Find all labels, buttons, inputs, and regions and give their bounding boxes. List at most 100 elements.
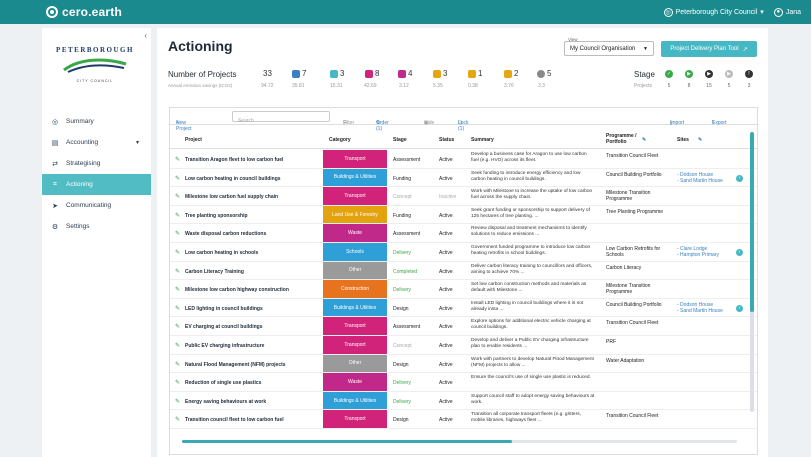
table-row[interactable]: ✎ Carbon Literacy Training Other Completed A…: [170, 261, 757, 281]
col-project[interactable]: Project: [185, 137, 202, 143]
sidebar-item-actioning[interactable]: ⌗ Actioning: [42, 174, 151, 195]
stat-category-7[interactable]: 2: [504, 69, 518, 78]
table-row[interactable]: ✎ Waste disposal carbon reductions Waste As…: [170, 224, 757, 243]
edit-row-icon[interactable]: ✎: [175, 287, 181, 294]
stat-category-1[interactable]: 7: [292, 69, 306, 78]
project-name[interactable]: LED lighting in council buildings: [185, 305, 263, 312]
edit-row-icon[interactable]: ✎: [175, 175, 181, 182]
project-name[interactable]: Public EV charging infrastructure: [185, 342, 265, 349]
sidebar-item-strategising[interactable]: ⇄ Strategising: [42, 153, 151, 174]
sites-links[interactable]: - Clare Lodge - Hampton Primary: [677, 245, 719, 258]
sidebar-item-summary[interactable]: ◎ Summary: [42, 111, 151, 132]
stage-completed-icon[interactable]: ✓: [665, 70, 673, 78]
table-row[interactable]: ✎ Reduction of single use plastics Waste De…: [170, 373, 757, 392]
stage-concept-icon[interactable]: ▶: [725, 70, 733, 78]
edit-row-icon[interactable]: ✎: [175, 324, 181, 331]
brand-logo[interactable]: cero.earth: [46, 5, 122, 19]
collapse-sidebar-icon[interactable]: ‹: [144, 31, 147, 40]
project-name[interactable]: Low carbon heating in council buildings: [185, 175, 281, 182]
edit-row-icon[interactable]: ✎: [175, 417, 181, 424]
stat-category-8[interactable]: 5: [537, 69, 551, 78]
search-input[interactable]: ⌕ Search: [232, 111, 330, 124]
edit-row-icon[interactable]: ✎: [175, 361, 181, 368]
edit-column-icon[interactable]: ✎: [642, 137, 647, 143]
edit-row-icon[interactable]: ✎: [175, 231, 181, 238]
table-row[interactable]: ✎ EV charging at council buildings Transpo…: [170, 317, 757, 336]
table-row[interactable]: ✎ Low carbon heating in council buildings…: [170, 168, 757, 188]
project-name[interactable]: Tree planting sponsorship: [185, 212, 248, 219]
view-select[interactable]: My Council Organisation ▼: [564, 41, 654, 56]
stat-category-5[interactable]: 3: [433, 69, 447, 78]
table-row[interactable]: ✎ LED lighting in council buildings Buildi…: [170, 298, 757, 318]
category-construction-icon: [504, 69, 512, 78]
project-delivery-plan-button[interactable]: Project Delivery Plan Tool ↗: [661, 41, 757, 57]
filter-label: Filter: [343, 120, 355, 126]
sidebar-item-communicating[interactable]: ➤ Communicating: [42, 195, 151, 216]
table-row[interactable]: ✎ Low carbon heating in schools Schools Del…: [170, 242, 757, 262]
project-name[interactable]: Reduction of single use plastics: [185, 380, 262, 387]
edit-row-icon[interactable]: ✎: [175, 157, 181, 163]
table-row[interactable]: ✎ Transition Aragon fleet to low carbon f…: [170, 150, 757, 169]
project-name[interactable]: Milestone low carbon fuel supply chain: [185, 194, 279, 201]
table-row[interactable]: ✎ Public EV charging infrastructure Transp…: [170, 335, 757, 355]
scroll-thumb[interactable]: [182, 440, 512, 443]
table-row[interactable]: ✎ Natural Flood Management (NFM) projects…: [170, 354, 757, 374]
org-switcher[interactable]: ◎ Peterborough City Council ▾: [663, 7, 764, 17]
sites-links[interactable]: - Dodson House - Sand Martin House: [677, 171, 723, 184]
category-waste-icon: [398, 69, 406, 78]
project-name[interactable]: Waste disposal carbon reductions: [185, 231, 267, 238]
project-name[interactable]: Natural Flood Management (NFM) projects: [185, 361, 286, 368]
sites-expand-icon[interactable]: ›: [736, 174, 743, 182]
sidebar-item-accounting[interactable]: ▤ Accounting ▾: [42, 132, 151, 153]
stat-category-2[interactable]: 3: [330, 69, 344, 78]
hide-label: Hide: [424, 120, 435, 126]
col-category[interactable]: Category: [329, 137, 351, 143]
edit-row-icon[interactable]: ✎: [175, 398, 181, 405]
project-name[interactable]: Transition council fleet to low carbon f…: [185, 417, 284, 424]
col-status[interactable]: Status: [439, 137, 455, 143]
sites-expand-icon[interactable]: ›: [736, 304, 743, 312]
stage-delivery-icon[interactable]: ▶: [685, 70, 693, 78]
scroll-thumb[interactable]: [750, 132, 754, 312]
stage-label: Stage: [634, 70, 655, 79]
brand-mark-icon: [46, 6, 58, 18]
user-icon: ●: [773, 7, 783, 17]
sidebar-item-settings[interactable]: ⚙ Settings: [42, 216, 151, 237]
project-name[interactable]: Milestone low carbon highway constructio…: [185, 287, 289, 294]
table-row[interactable]: ✎ Transition council fleet to low carbon …: [170, 410, 757, 429]
project-name[interactable]: Transition Aragon fleet to low carbon fu…: [185, 157, 284, 163]
project-name[interactable]: EV charging at council buildings: [185, 324, 263, 331]
edit-row-icon[interactable]: ✎: [175, 380, 181, 387]
edit-column-icon[interactable]: ✎: [698, 137, 703, 143]
table-row[interactable]: ✎ Milestone low carbon highway constructi…: [170, 280, 757, 299]
table-row[interactable]: ✎ Milestone low carbon fuel supply chain T…: [170, 187, 757, 206]
table-row[interactable]: ✎ Tree planting sponsorship Land Use & For…: [170, 205, 757, 225]
vertical-scrollbar[interactable]: [750, 132, 754, 412]
stat-category-4[interactable]: 4: [398, 69, 412, 78]
edit-row-icon[interactable]: ✎: [175, 212, 181, 219]
project-name[interactable]: Low carbon heating in schools: [185, 249, 259, 256]
stat-category-3[interactable]: 8: [365, 69, 379, 78]
table-row[interactable]: ✎ Energy saving behaviours at work Buildin…: [170, 391, 757, 411]
status-text: Active: [439, 380, 453, 387]
col-summary[interactable]: Summary: [471, 137, 494, 143]
export-icon: ⤒: [712, 120, 715, 126]
sites-links[interactable]: - Dodson House - Sand Martin House: [677, 301, 723, 314]
col-programme[interactable]: Programme / Portfolio: [606, 133, 637, 145]
col-stage[interactable]: Stage: [393, 137, 407, 143]
category-badge: Transport: [323, 187, 387, 205]
edit-row-icon[interactable]: ✎: [175, 342, 181, 349]
sites-expand-icon[interactable]: ›: [736, 248, 743, 256]
stage-alert-icon[interactable]: !: [745, 70, 753, 78]
stage-design-icon[interactable]: ▶: [705, 70, 713, 78]
user-menu[interactable]: ● Jana: [773, 7, 801, 17]
edit-row-icon[interactable]: ✎: [175, 249, 181, 256]
edit-row-icon[interactable]: ✎: [175, 194, 181, 201]
edit-row-icon[interactable]: ✎: [175, 305, 181, 312]
stat-category-6[interactable]: 1: [468, 69, 482, 78]
horizontal-scrollbar[interactable]: [182, 440, 737, 443]
edit-row-icon[interactable]: ✎: [175, 268, 181, 275]
project-name[interactable]: Energy saving behaviours at work: [185, 398, 267, 405]
col-sites[interactable]: Sites: [677, 137, 689, 143]
project-name[interactable]: Carbon Literacy Training: [185, 268, 244, 275]
